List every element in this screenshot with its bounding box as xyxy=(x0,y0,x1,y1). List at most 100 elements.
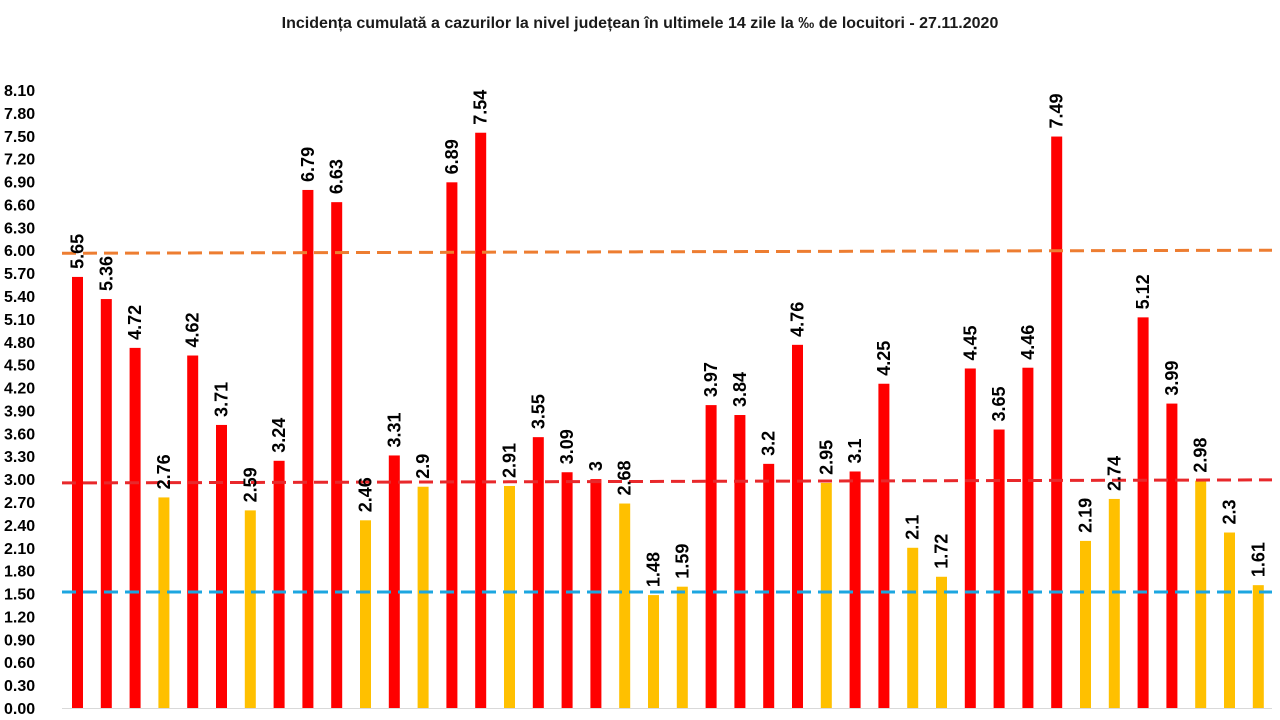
y-tick-label: 4.80 xyxy=(4,335,35,352)
bar xyxy=(504,485,515,708)
threshold-6-line xyxy=(61,248,1273,255)
data-label: 4.46 xyxy=(1018,325,1038,360)
bar xyxy=(1137,317,1149,708)
bar xyxy=(244,510,256,708)
data-label: 4.62 xyxy=(183,312,203,347)
bar xyxy=(302,189,314,709)
data-label: 3.24 xyxy=(269,418,289,453)
data-label: 2.68 xyxy=(615,460,635,495)
y-tick-label: 4.20 xyxy=(4,381,35,398)
bar xyxy=(1022,367,1034,708)
threshold-3-line xyxy=(61,478,1273,485)
data-label: 2.1 xyxy=(903,515,923,540)
data-label: 1.48 xyxy=(644,552,664,587)
bar xyxy=(216,424,227,708)
bar xyxy=(1166,403,1178,708)
y-tick-label: 5.40 xyxy=(4,289,35,306)
bar xyxy=(792,344,803,708)
data-label: 2.9 xyxy=(413,454,433,479)
bar xyxy=(763,463,775,708)
data-label: 3.99 xyxy=(1162,361,1182,396)
bar xyxy=(907,547,919,708)
data-label: 2.95 xyxy=(816,440,836,475)
data-label: 3 xyxy=(586,461,606,471)
bar xyxy=(129,347,141,708)
data-label: 5.36 xyxy=(96,256,116,291)
bar xyxy=(187,355,199,708)
bar xyxy=(705,405,717,708)
bar xyxy=(1051,136,1063,708)
y-tick-label: 3.30 xyxy=(4,449,35,466)
data-label: 6.89 xyxy=(442,139,462,174)
bar xyxy=(561,472,573,708)
bar xyxy=(100,299,112,708)
bar xyxy=(273,460,285,708)
threshold-lines xyxy=(61,248,1273,594)
bar xyxy=(158,497,170,708)
data-label: 3.65 xyxy=(989,386,1009,421)
y-tick-label: 6.00 xyxy=(4,243,35,260)
y-tick-label: 2.70 xyxy=(4,495,35,512)
bar xyxy=(648,595,659,708)
data-label: 7.54 xyxy=(471,90,491,125)
data-label: 2.19 xyxy=(1076,498,1096,533)
bar xyxy=(417,486,429,708)
y-tick-label: 2.40 xyxy=(4,518,35,535)
data-label: 2.98 xyxy=(1191,438,1211,473)
y-tick-label: 8.10 xyxy=(4,83,35,100)
y-axis: 0.00 0.30 0.60 0.90 1.20 1.50 1.80 2.10 2.40 2.70… xyxy=(4,83,1272,718)
bar xyxy=(1080,540,1091,708)
data-label: 5.12 xyxy=(1133,274,1153,309)
y-tick-label: 6.90 xyxy=(4,175,35,192)
bar xyxy=(993,429,1005,708)
y-tick-label: 5.10 xyxy=(4,312,35,329)
data-label: 2.76 xyxy=(154,454,174,489)
data-label: 1.72 xyxy=(932,534,952,569)
data-label: 6.63 xyxy=(327,159,347,194)
y-tick-label: 0.00 xyxy=(4,701,35,718)
y-tick-label: 7.50 xyxy=(4,129,35,146)
bars-group xyxy=(72,132,1264,709)
chart-title: Incidența cumulată a cazurilor la nivel … xyxy=(281,15,999,32)
data-label: 2.46 xyxy=(356,477,376,512)
data-label: 1.59 xyxy=(672,544,692,579)
y-tick-label: 2.10 xyxy=(4,541,35,558)
data-label: 5.65 xyxy=(68,234,88,269)
bar xyxy=(849,471,861,708)
data-label: 3.09 xyxy=(557,429,577,464)
y-tick-label: 1.80 xyxy=(4,564,35,581)
bar xyxy=(936,576,947,708)
bar xyxy=(1252,585,1264,708)
y-tick-label: 3.90 xyxy=(4,403,35,420)
data-label: 3.31 xyxy=(384,412,404,447)
y-tick-label: 1.50 xyxy=(4,587,35,604)
data-label: 1.61 xyxy=(1248,542,1268,577)
bar xyxy=(532,437,544,708)
data-label: 3.97 xyxy=(701,362,721,397)
y-tick-label: 6.60 xyxy=(4,197,35,214)
data-labels: 5.65 5.36 4.72 2.76 4.62 3.71 2.59 3.24 6.79 6.63… xyxy=(68,90,1269,587)
bar xyxy=(676,586,688,708)
bar xyxy=(388,455,400,708)
data-label: 2.74 xyxy=(1104,456,1124,491)
data-label: 4.25 xyxy=(874,341,894,376)
data-label: 6.79 xyxy=(298,147,318,182)
y-tick-label: 5.70 xyxy=(4,266,35,283)
data-label: 4.72 xyxy=(125,305,145,340)
bar xyxy=(1224,532,1235,708)
bar xyxy=(446,182,458,709)
y-tick-label: 6.30 xyxy=(4,220,35,237)
bar xyxy=(360,520,371,708)
y-tick-label: 7.80 xyxy=(4,106,35,123)
y-tick-label: 4.50 xyxy=(4,358,35,375)
data-label: 3.1 xyxy=(845,438,865,463)
y-tick-label: 0.30 xyxy=(4,678,35,695)
y-tick-label: 0.60 xyxy=(4,655,35,672)
bar xyxy=(331,202,343,708)
bar xyxy=(878,383,890,708)
bar xyxy=(72,276,83,708)
data-label: 2.91 xyxy=(500,443,520,478)
bar xyxy=(820,482,832,708)
data-label: 3.71 xyxy=(212,382,232,417)
